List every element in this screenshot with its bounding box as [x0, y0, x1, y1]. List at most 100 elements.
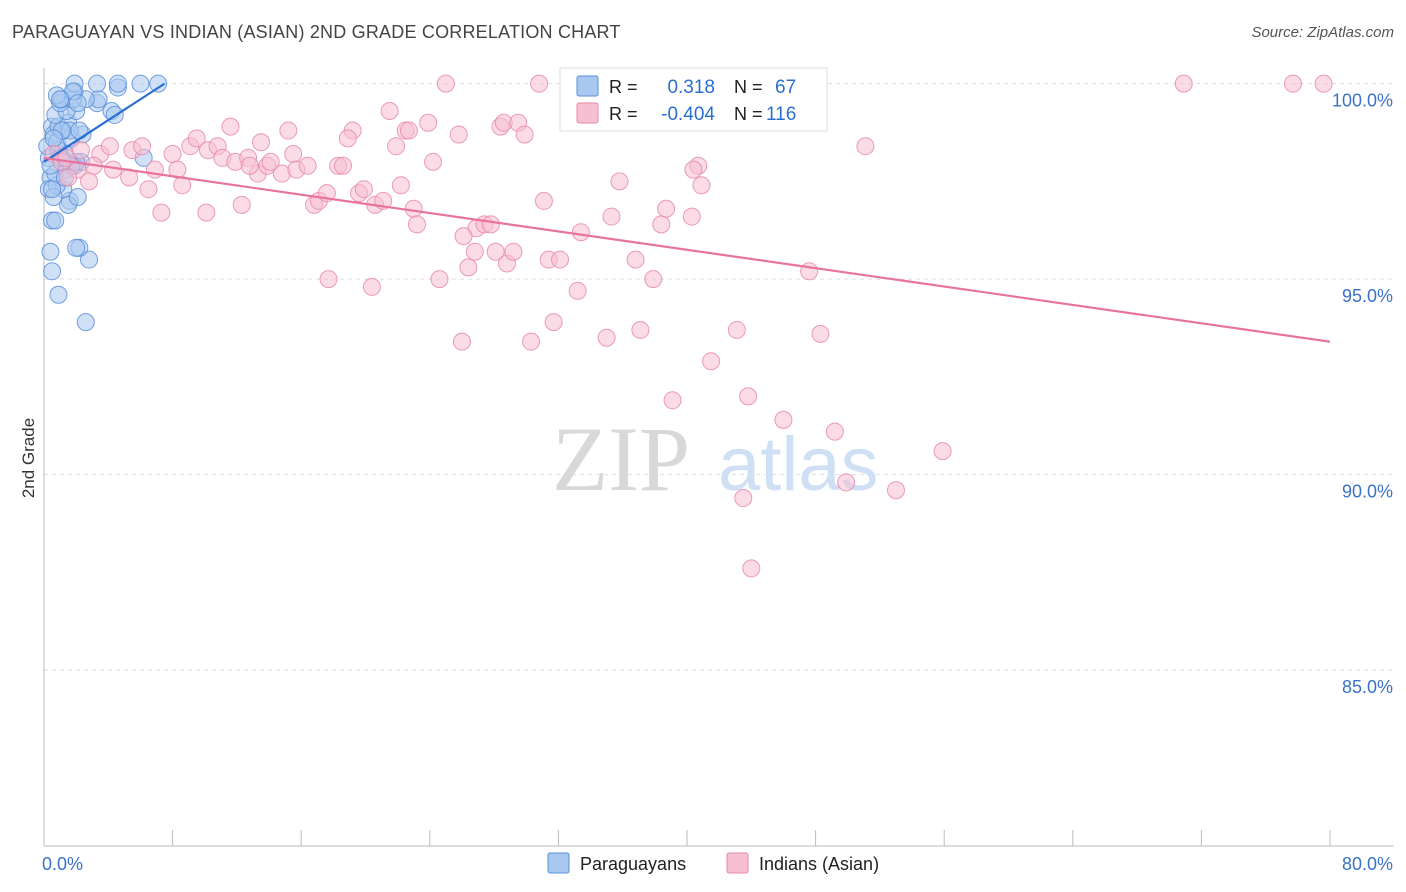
x-tick-label: 0.0%	[42, 854, 83, 874]
legend-stats-frame	[559, 67, 828, 132]
indians-point	[933, 442, 952, 461]
paraguayans-point	[131, 74, 150, 93]
indians-point	[1174, 74, 1193, 93]
indians-point	[544, 313, 563, 332]
indians-point	[252, 133, 271, 152]
indians-point	[727, 320, 746, 339]
indians-point	[163, 145, 182, 164]
y-tick-label: 90.0%	[1342, 482, 1393, 502]
indians-point	[742, 559, 761, 578]
indians-trend-line	[43, 156, 1331, 343]
indians-point	[657, 199, 676, 218]
indians-point	[298, 156, 317, 175]
indians-point	[80, 172, 99, 191]
paraguayans-point	[149, 74, 168, 93]
legend-n-label-1: N =	[734, 77, 763, 97]
indians-point	[284, 145, 303, 164]
series-legend-label-paraguayans: Paraguayans	[580, 854, 686, 874]
indians-point	[702, 352, 721, 371]
indians-point	[515, 125, 534, 144]
indians-point	[663, 391, 682, 410]
paraguayans-point	[43, 262, 62, 281]
paraguayans-point	[88, 74, 107, 93]
paraguayans-point	[70, 121, 89, 140]
series-legend: Paraguayans Indians (Asian)	[547, 852, 879, 874]
paraguayans-point	[68, 94, 87, 113]
indians-point	[100, 137, 119, 156]
indians-point	[430, 270, 449, 289]
paraguayans-point	[80, 250, 99, 269]
legend-r-label-2: R =	[609, 104, 638, 124]
indians-point	[682, 207, 701, 226]
paraguayans-point	[51, 90, 70, 109]
indians-point	[534, 191, 553, 210]
indians-point	[380, 102, 399, 121]
indians-point	[459, 258, 478, 277]
chart-title: PARAGUAYAN VS INDIAN (ASIAN) 2ND GRADE C…	[12, 22, 621, 42]
indians-point	[692, 176, 711, 195]
trend-lines	[43, 82, 1331, 343]
indians-point	[261, 152, 280, 171]
indians-point	[424, 152, 443, 171]
paraguayans-point	[67, 238, 86, 257]
legend-n-value-2: 116	[766, 104, 796, 125]
indians-point	[139, 180, 158, 199]
indians-point	[568, 281, 587, 300]
indians-point	[71, 141, 90, 160]
indians-point	[811, 324, 830, 343]
indians-point	[465, 242, 484, 261]
indians-point	[739, 387, 758, 406]
y-tick-label: 100.0%	[1332, 91, 1393, 111]
indians-point	[644, 270, 663, 289]
series-legend-swatch-indians	[726, 852, 749, 874]
indians-point	[597, 328, 616, 347]
indians-point	[436, 74, 455, 93]
legend-n-label-2: N =	[734, 104, 763, 124]
indians-point	[1314, 74, 1333, 93]
indians-point	[449, 125, 468, 144]
indians-point	[454, 227, 473, 246]
indians-point	[825, 422, 844, 441]
indians-point	[387, 137, 406, 156]
legend-swatch-pink	[576, 102, 599, 124]
indians-point	[522, 332, 541, 351]
indians-point	[504, 242, 523, 261]
watermark: ZIP atlas	[552, 408, 879, 510]
indians-point	[319, 270, 338, 289]
indians-point	[187, 129, 206, 148]
indians-point	[120, 168, 139, 187]
indians-point	[530, 74, 549, 93]
indians-point	[152, 203, 171, 222]
indians-point	[407, 215, 426, 234]
indians-point	[774, 410, 793, 429]
indians-point	[837, 473, 856, 492]
series-legend-label-indians: Indians (Asian)	[759, 854, 879, 874]
indians-point	[571, 223, 590, 242]
indians-point	[362, 277, 381, 296]
indians-point	[452, 332, 471, 351]
indians-point	[404, 199, 423, 218]
indians-point	[856, 137, 875, 156]
indians-point	[197, 203, 216, 222]
indians-point	[602, 207, 621, 226]
indians-point	[486, 242, 505, 261]
series-legend-swatch-paraguayans	[547, 852, 570, 874]
indians-point	[221, 117, 240, 136]
y-tick-label: 95.0%	[1342, 286, 1393, 306]
indians-point	[626, 250, 645, 269]
indians-point	[338, 129, 357, 148]
indians-point	[551, 250, 570, 269]
indians-point	[279, 121, 298, 140]
indians-point	[240, 156, 259, 175]
x-tick-label: 80.0%	[1342, 854, 1393, 874]
paraguayans-point	[76, 313, 95, 332]
data-points	[38, 74, 1333, 578]
indians-point	[1284, 74, 1303, 93]
indians-point	[886, 481, 905, 500]
indians-point	[684, 160, 703, 179]
indians-point	[631, 320, 650, 339]
indians-point	[133, 137, 152, 156]
indians-point	[232, 195, 251, 214]
indians-point	[354, 180, 373, 199]
